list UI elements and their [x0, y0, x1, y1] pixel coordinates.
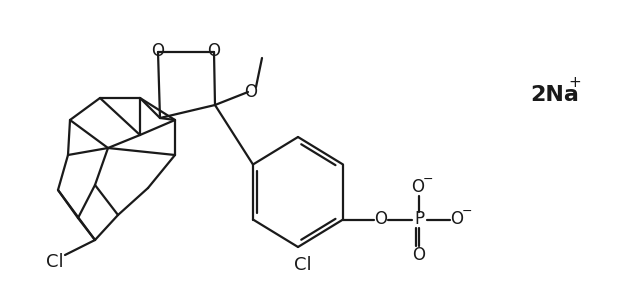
Text: −: − — [462, 205, 472, 218]
Text: −: − — [423, 173, 433, 186]
Text: O: O — [152, 42, 164, 60]
Text: Cl: Cl — [46, 253, 64, 271]
Text: O: O — [413, 246, 426, 265]
Text: O: O — [244, 83, 257, 101]
Text: 2Na: 2Na — [530, 85, 579, 105]
Text: +: + — [568, 74, 580, 89]
Text: O: O — [207, 42, 221, 60]
Text: O: O — [451, 211, 463, 228]
Text: P: P — [414, 211, 424, 228]
Text: Cl: Cl — [294, 256, 312, 274]
Text: O: O — [412, 178, 424, 196]
Text: O: O — [374, 211, 388, 228]
